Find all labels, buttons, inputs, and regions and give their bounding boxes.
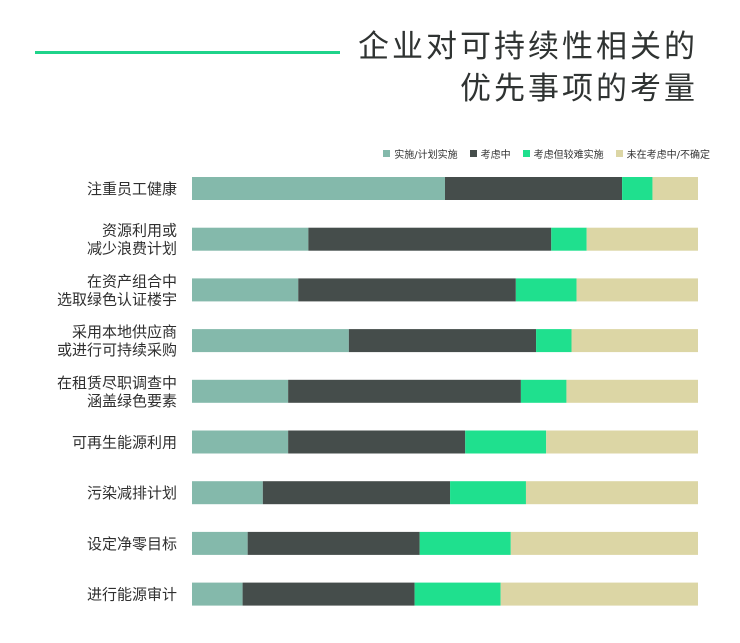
chart-title-line-1: 企业对可持续性相关的 xyxy=(358,29,698,65)
bar-segment-row7-series2 xyxy=(419,531,511,555)
category-label-row6-line0: 污染减排计划 xyxy=(87,484,177,502)
legend-item-implemented: 实施/计划实施 xyxy=(383,146,458,161)
category-label-row3-line0: 采用本地供应商 xyxy=(72,323,177,341)
bar-segment-row8-series3 xyxy=(500,582,698,606)
category-label-row4-line1: 涵盖绿色要素 xyxy=(87,392,177,410)
bar-segment-row0-series3 xyxy=(652,177,698,200)
chart-title-line-2: 优先事项的考量 xyxy=(460,71,698,107)
bar-segment-row1-series0 xyxy=(192,227,309,251)
bar-segment-row2-series0 xyxy=(192,278,299,302)
category-label-row0-line0: 注重员工健康 xyxy=(87,180,177,198)
bar-segment-row5-series1 xyxy=(288,430,466,454)
bar-segment-row8-series1 xyxy=(242,582,415,606)
legend-swatch-difficult xyxy=(522,150,530,157)
bar-segment-row5-series2 xyxy=(465,430,547,454)
chart-title: 企业对可持续性相关的 优先事项的考量 xyxy=(358,26,698,110)
legend-item-difficult: 考虑但较难实施 xyxy=(522,146,604,161)
bar-segment-row2-series2 xyxy=(515,278,577,302)
legend-label-difficult: 考虑但较难实施 xyxy=(533,150,604,161)
category-label-row2-line0: 在资产组合中 xyxy=(87,272,177,290)
bar-segment-row0-series1 xyxy=(445,177,623,200)
bar-segment-row2-series3 xyxy=(576,278,698,302)
bar-segment-row7-series0 xyxy=(192,531,248,555)
bar-segment-row4-series3 xyxy=(566,379,698,403)
bar-segment-row0-series0 xyxy=(192,177,445,200)
category-label-row3-line1: 或进行可持续采购 xyxy=(57,341,177,359)
legend-label-considering: 考虑中 xyxy=(480,150,511,161)
bar-segment-row4-series2 xyxy=(520,379,567,403)
bar-segment-row2-series1 xyxy=(298,278,516,302)
bar-segment-row1-series2 xyxy=(551,227,587,251)
legend-swatch-considering xyxy=(469,150,477,157)
category-label-row8-line0: 进行能源审计 xyxy=(87,586,177,604)
bar-segment-row0-series2 xyxy=(622,177,653,200)
legend-item-not-considering: 未在考虑中/不确定 xyxy=(615,146,710,161)
bar-segment-row8-series0 xyxy=(192,582,243,606)
chart-legend: 实施/计划实施 考虑中 考虑但较难实施 未在考虑中/不确定 xyxy=(320,146,710,161)
bar-segment-row7-series3 xyxy=(510,531,698,555)
legend-label-implemented: 实施/计划实施 xyxy=(394,150,458,161)
bar-segment-row1-series3 xyxy=(586,227,698,251)
bar-segment-row5-series3 xyxy=(546,430,698,454)
bar-segment-row6-series2 xyxy=(450,481,526,505)
category-label-row1-line0: 资源利用或 xyxy=(102,222,177,240)
title-accent-line xyxy=(35,51,340,54)
bar-segment-row1-series1 xyxy=(308,227,552,251)
bar-segment-row6-series3 xyxy=(525,481,698,505)
legend-swatch-not-considering xyxy=(615,150,623,157)
bar-segment-row3-series2 xyxy=(536,329,572,353)
bar-segment-row3-series0 xyxy=(192,329,349,353)
bar-segment-row4-series0 xyxy=(192,379,289,403)
bar-segment-row3-series1 xyxy=(348,329,537,353)
bar-segment-row8-series2 xyxy=(414,582,501,606)
bar-segment-row6-series0 xyxy=(192,481,263,505)
bar-segment-row4-series1 xyxy=(288,379,521,403)
bar-segment-row7-series1 xyxy=(247,531,420,555)
legend-label-not-considering: 未在考虑中/不确定 xyxy=(626,150,710,161)
bar-segment-row3-series3 xyxy=(571,329,698,353)
category-label-row4-line0: 在租赁尽职调查中 xyxy=(57,374,177,392)
category-label-row1-line1: 减少浪费计划 xyxy=(87,240,177,258)
bar-segment-row5-series0 xyxy=(192,430,289,454)
legend-swatch-implemented xyxy=(383,150,391,157)
category-label-row2-line1: 选取绿色认证楼宇 xyxy=(57,290,177,308)
legend-item-considering: 考虑中 xyxy=(469,146,511,161)
bar-segment-row6-series1 xyxy=(262,481,451,505)
category-label-row7-line0: 设定净零目标 xyxy=(87,535,177,553)
category-label-row5-line0: 可再生能源利用 xyxy=(72,434,177,452)
